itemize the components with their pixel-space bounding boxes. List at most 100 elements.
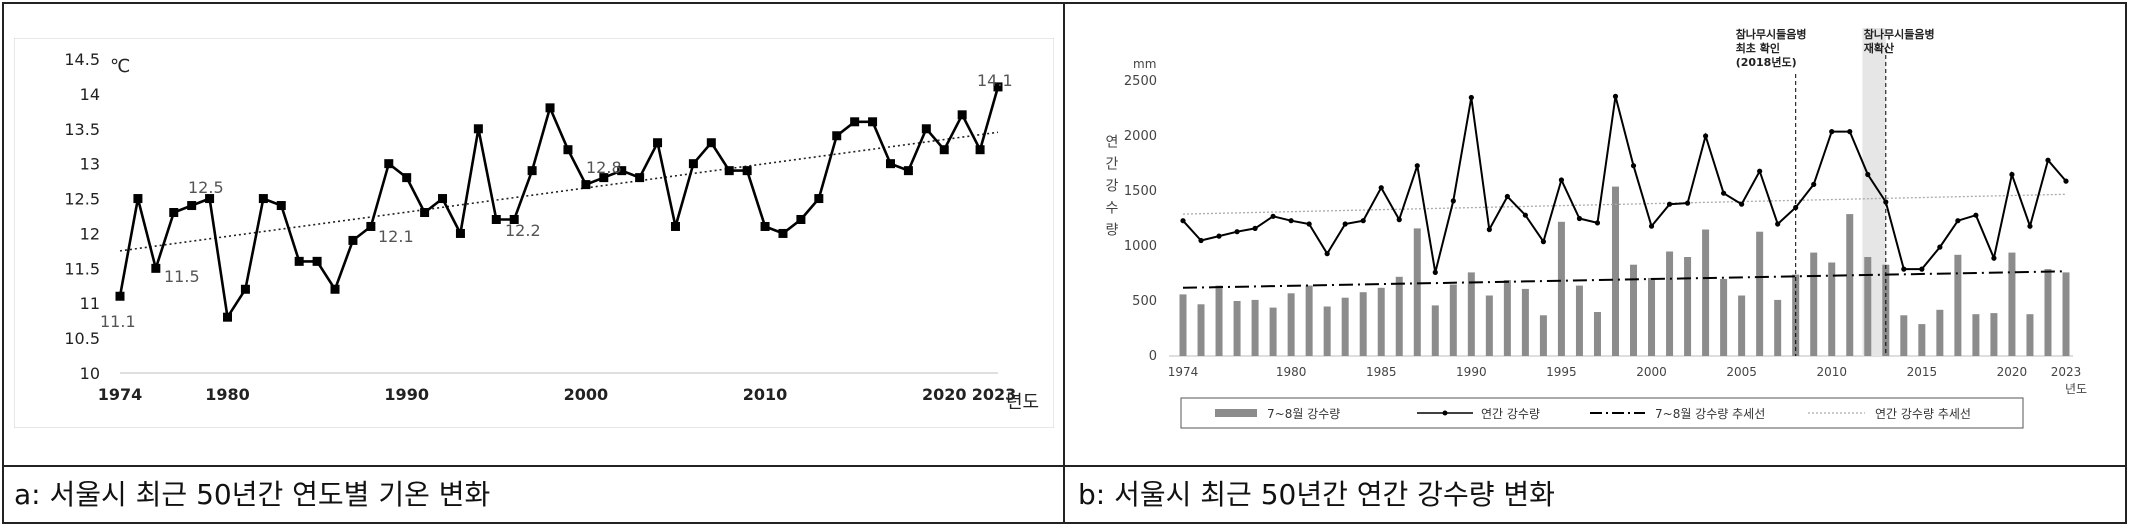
x-tick-label: 1995 — [1546, 365, 1577, 379]
temperature-point — [814, 194, 824, 204]
x-tick-label: 2015 — [1907, 365, 1938, 379]
temperature-point — [348, 235, 358, 245]
temperature-point — [850, 117, 860, 127]
annual-point — [2063, 178, 2069, 184]
july-august-bar — [1395, 276, 1403, 356]
y-tick-label: 2000 — [1124, 129, 1157, 144]
july-august-bar — [1539, 315, 1547, 356]
y-tick-label: 11 — [80, 294, 100, 313]
july-august-bar — [1269, 307, 1277, 356]
july-august-bar — [1648, 277, 1656, 356]
temperature-point — [617, 166, 627, 176]
x-tick-label: 2000 — [1636, 365, 1667, 379]
legend: 7~8월 강수량 연간 강수량 7~8월 강수량 추세선 연간 강수량 추세선 — [1180, 397, 2024, 429]
annual-point — [1522, 212, 1528, 218]
july-august-bar — [1575, 285, 1583, 356]
annual-point — [1306, 221, 1312, 227]
july-august-bar — [1720, 279, 1728, 356]
temperature-point — [312, 256, 322, 266]
y-tick-label: 11.5 — [64, 259, 100, 278]
annual-point — [1955, 218, 1961, 224]
temperature-point — [957, 110, 967, 120]
annual-point — [1432, 269, 1438, 275]
july-august-bar — [2044, 269, 2052, 356]
temperature-point — [169, 208, 179, 218]
annual-trendline — [1182, 193, 2067, 215]
temperature-point — [240, 284, 250, 294]
temperature-point — [939, 145, 949, 155]
panel-divider — [1063, 2, 1065, 524]
annual-point — [1648, 223, 1655, 229]
annual-point — [1937, 244, 1943, 250]
x-tick-label: 1980 — [1276, 365, 1307, 379]
annual-point — [1847, 129, 1853, 135]
temperature-point — [115, 291, 125, 301]
july-august-bar — [1972, 314, 1980, 356]
temperature-point — [455, 228, 465, 238]
temperature-point — [151, 263, 161, 273]
annual-point — [1558, 177, 1565, 183]
temperature-point — [706, 138, 716, 148]
y-tick-label: 500 — [1132, 294, 1157, 309]
caption-a: a: 서울시 최근 50년간 연도별 기온 변화 — [14, 478, 491, 511]
y-tick-label: 14.5 — [64, 50, 100, 69]
svg-text:(2018년도): (2018년도) — [1736, 55, 1797, 69]
july-august-bar — [1990, 313, 1998, 356]
july-august-trendline — [1182, 270, 2067, 289]
annual-point — [1216, 233, 1222, 239]
july-august-bar — [1359, 292, 1367, 356]
label-1976: 11.5 — [164, 267, 200, 286]
x-axis-title: 년도 — [1006, 392, 1039, 413]
july-august-bar — [1503, 280, 1511, 356]
x-tick-label: 1985 — [1366, 365, 1397, 379]
july-august-bar — [1341, 297, 1349, 356]
annual-point — [1468, 94, 1474, 101]
svg-text:참나무시들음병: 참나무시들음병 — [1736, 27, 1807, 41]
x-tick-label: 2000 — [564, 385, 609, 404]
july-august-bar — [1864, 257, 1872, 356]
temperature-chart: ℃ 년도 10 10.5 11 11.5 12 12.5 13 13.5 14 14.5 1974 1… — [14, 38, 1054, 428]
july-august-bar — [1846, 214, 1854, 356]
annual-point — [1829, 129, 1835, 135]
legend-label-trend-annual: 연간 강수량 추세선 — [1875, 407, 1971, 421]
y-tick-label: 1000 — [1124, 239, 1157, 254]
y-unit-label: mm — [1133, 57, 1156, 71]
x-tick-label: 2020 — [1997, 365, 2028, 379]
x-tick-label: 2023 — [2051, 365, 2082, 379]
legend-swatch-bar — [1215, 409, 1257, 417]
annual-point — [1540, 239, 1547, 245]
temperature-point — [885, 159, 895, 169]
july-august-bar — [1521, 288, 1529, 356]
temperature-point — [635, 173, 645, 183]
july-august-bar — [1593, 312, 1601, 356]
annual-point — [1414, 163, 1420, 169]
annual-point — [1865, 171, 1871, 178]
july-august-bar — [1215, 285, 1223, 356]
temperature-point — [205, 194, 215, 204]
y-axis-title: 연간강수량 — [1103, 134, 1119, 244]
annual-point — [1811, 181, 1817, 187]
july-august-bar — [1684, 257, 1692, 356]
temperature-point — [491, 214, 501, 224]
x-tick-label: 1980 — [205, 385, 250, 404]
temperature-point — [724, 166, 734, 176]
temperature-point — [670, 221, 680, 231]
july-august-bar — [1630, 264, 1638, 356]
temperature-point — [402, 173, 412, 183]
temperature-point — [509, 214, 519, 224]
july-august-bar — [1738, 295, 1746, 356]
legend-label-trend78: 7~8월 강수량 추세선 — [1655, 407, 1765, 421]
svg-text:최초 확인: 최초 확인 — [1736, 41, 1780, 55]
y-tick-label: 13.5 — [64, 120, 100, 139]
july-august-bar — [1179, 294, 1187, 356]
temperature-point — [473, 124, 483, 134]
annual-point — [1901, 266, 1907, 272]
temperature-point — [527, 166, 537, 176]
temperature-point — [796, 214, 806, 224]
x-tick-label: 2010 — [743, 385, 788, 404]
x-tick-label: 1974 — [98, 385, 143, 404]
legend-label-bar: 7~8월 강수량 — [1267, 407, 1340, 421]
y-tick-label: 1500 — [1124, 184, 1157, 199]
label-1996: 12.2 — [505, 221, 541, 240]
annual-point — [1378, 185, 1384, 191]
